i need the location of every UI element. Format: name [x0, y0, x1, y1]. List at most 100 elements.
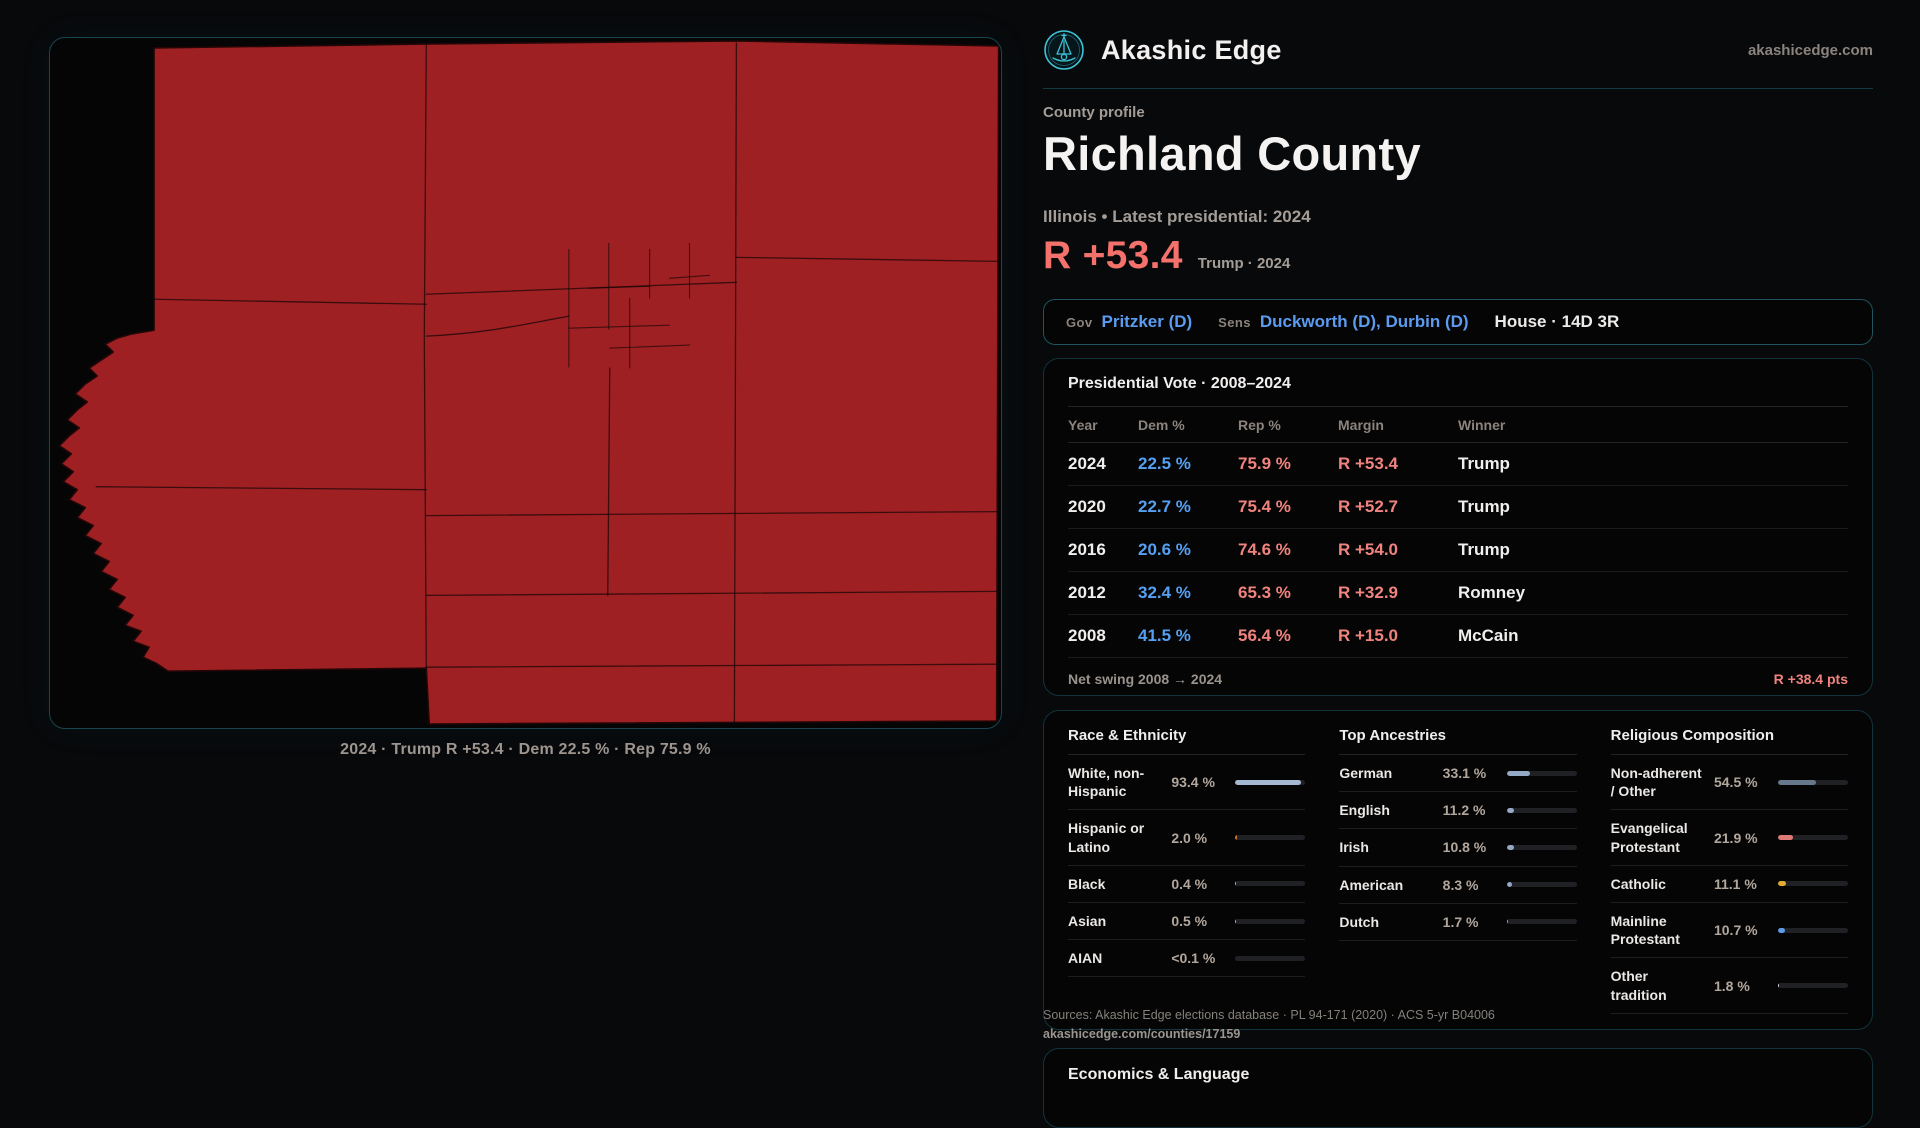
vote-cell-year: 2012 — [1068, 583, 1138, 603]
demo-label: Hispanic or Latino — [1068, 819, 1163, 855]
demo-label: AIAN — [1068, 949, 1163, 967]
demo-label: White, non-Hispanic — [1068, 764, 1163, 800]
vote-cell-winner: Trump — [1458, 497, 1848, 517]
demo-bar-fill — [1778, 928, 1785, 933]
vote-column-header: Margin — [1338, 417, 1458, 433]
demo-bar-fill — [1778, 983, 1779, 988]
demo-label: German — [1339, 764, 1434, 782]
demo-value: 21.9 % — [1714, 830, 1770, 846]
vote-cell-margin: R +52.7 — [1338, 497, 1458, 517]
page-title: Richland County — [1043, 126, 1421, 181]
vote-cell-rep: 56.4 % — [1238, 626, 1338, 646]
demo-label: Other tradition — [1611, 967, 1706, 1003]
county-shape[interactable] — [59, 41, 998, 724]
demo-value: 2.0 % — [1171, 830, 1227, 846]
vote-cell-rep: 75.9 % — [1238, 454, 1338, 474]
demo-bar-track — [1778, 881, 1848, 886]
vote-cell-year: 2008 — [1068, 626, 1138, 646]
net-swing-row: Net swing 2008 → 2024 R +38.4 pts — [1068, 658, 1848, 687]
vote-panel-title: Presidential Vote · 2008–2024 — [1068, 375, 1848, 407]
sens-label: Sens — [1218, 315, 1251, 330]
demo-section-title: Top Ancestries — [1339, 727, 1576, 755]
demo-bar-track — [1507, 771, 1577, 776]
demo-bar-track — [1235, 956, 1305, 961]
demo-label: Catholic — [1611, 875, 1706, 893]
vote-cell-year: 2020 — [1068, 497, 1138, 517]
county-map-panel — [49, 37, 1002, 729]
governor-link[interactable]: Pritzker (D) — [1101, 312, 1192, 332]
economics-panel-title: Economics & Language — [1068, 1066, 1848, 1097]
demo-bar-track — [1507, 919, 1577, 924]
vote-cell-dem: 41.5 % — [1138, 626, 1238, 646]
demo-label: Evangelical Protestant — [1611, 819, 1706, 855]
site-link[interactable]: akashicedge.com — [1748, 42, 1873, 59]
demo-bar-fill — [1507, 919, 1508, 924]
demo-value: 10.8 % — [1443, 839, 1499, 855]
net-swing-value: R +38.4 pts — [1774, 671, 1848, 687]
economics-panel: Economics & Language — [1043, 1048, 1873, 1128]
demo-label: Black — [1068, 875, 1163, 893]
net-swing-label: Net swing 2008 → 2024 — [1068, 671, 1222, 687]
vote-cell-rep: 75.4 % — [1238, 497, 1338, 517]
demo-value: 93.4 % — [1171, 774, 1227, 790]
vote-cell-dem: 22.5 % — [1138, 454, 1238, 474]
demo-label: Irish — [1339, 838, 1434, 856]
demo-label: Mainline Protestant — [1611, 912, 1706, 948]
demo-bar-fill — [1507, 808, 1515, 813]
demo-bar-track — [1778, 928, 1848, 933]
demo-value: 0.4 % — [1171, 876, 1227, 892]
vote-cell-dem: 20.6 % — [1138, 540, 1238, 560]
sources-note: Sources: Akashic Edge elections database… — [1043, 1006, 1643, 1044]
county-map — [50, 38, 1001, 728]
demo-value: 1.8 % — [1714, 978, 1770, 994]
county-permalink[interactable]: akashicedge.com/counties/17159 — [1043, 1025, 1643, 1044]
demo-row: Evangelical Protestant 21.9 % — [1611, 810, 1848, 865]
house-delegation: House · 14D 3R — [1495, 312, 1620, 332]
demo-value: 10.7 % — [1714, 922, 1770, 938]
vote-cell-dem: 32.4 % — [1138, 583, 1238, 603]
vote-cell-rep: 74.6 % — [1238, 540, 1338, 560]
demo-row: Black 0.4 % — [1068, 866, 1305, 903]
officials-bar: Gov Pritzker (D) Sens Duckworth (D), Dur… — [1043, 299, 1873, 345]
demo-label: Non-adherent / Other — [1611, 764, 1706, 800]
demo-value: 54.5 % — [1714, 774, 1770, 790]
demo-bar-track — [1778, 780, 1848, 785]
vote-cell-winner: Romney — [1458, 583, 1848, 603]
demo-row: Mainline Protestant 10.7 % — [1611, 903, 1848, 958]
vote-column-header: Rep % — [1238, 417, 1338, 433]
demo-value: 0.5 % — [1171, 913, 1227, 929]
state-subtitle: Illinois • Latest presidential: 2024 — [1043, 207, 1311, 227]
vote-cell-winner: Trump — [1458, 540, 1848, 560]
demo-label: English — [1339, 801, 1434, 819]
vote-cell-year: 2016 — [1068, 540, 1138, 560]
vote-cell-margin: R +32.9 — [1338, 583, 1458, 603]
demo-value: 11.1 % — [1714, 876, 1770, 892]
demo-row: Catholic 11.1 % — [1611, 866, 1848, 903]
akashic-edge-logo — [1043, 29, 1085, 71]
demo-bar-fill — [1235, 835, 1236, 840]
brand-name: Akashic Edge — [1101, 35, 1282, 66]
demo-bar-fill — [1507, 845, 1515, 850]
demo-value: 8.3 % — [1443, 877, 1499, 893]
header-divider — [1043, 88, 1873, 89]
demo-label: Dutch — [1339, 913, 1434, 931]
demo-row: White, non-Hispanic 93.4 % — [1068, 755, 1305, 810]
senators-link[interactable]: Duckworth (D), Durbin (D) — [1260, 312, 1469, 332]
demo-bar-track — [1507, 882, 1577, 887]
demo-bar-fill — [1235, 780, 1300, 785]
demo-bar-track — [1235, 780, 1305, 785]
header: Akashic Edge akashicedge.com — [1043, 26, 1873, 74]
demo-label: Asian — [1068, 912, 1163, 930]
